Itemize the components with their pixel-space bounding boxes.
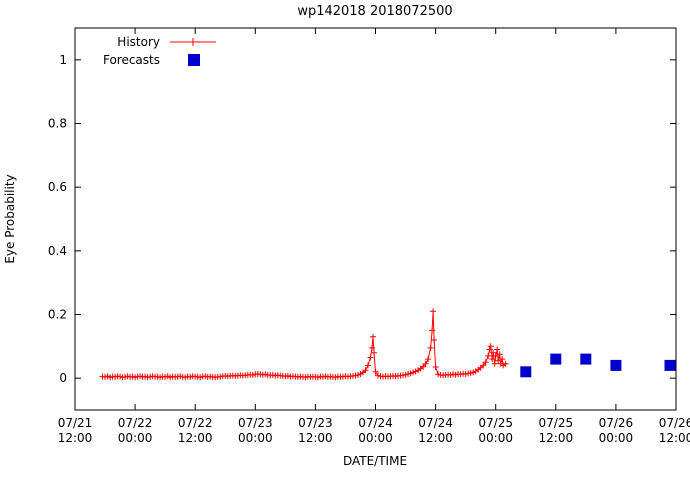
x-tick-label-time: 00:00 (358, 431, 393, 445)
y-tick-label: 0.4 (48, 244, 67, 258)
forecast-point (520, 366, 532, 378)
x-tick-label-time: 12:00 (659, 431, 690, 445)
legend-label-history: History (117, 35, 160, 49)
x-tick-label-date: 07/22 (178, 416, 213, 430)
x-tick-label-date: 07/22 (118, 416, 153, 430)
forecast-point (610, 359, 622, 371)
legend-label-forecasts: Forecasts (103, 53, 160, 67)
y-tick-label: 0.8 (48, 117, 67, 131)
legend: History Forecasts (103, 35, 216, 67)
x-tick-label-time: 12:00 (298, 431, 333, 445)
x-tick-label-time: 12:00 (418, 431, 453, 445)
x-tick-label-time: 12:00 (539, 431, 574, 445)
x-tick-label-date: 07/25 (539, 416, 574, 430)
y-tick-label: 1 (59, 53, 67, 67)
x-tick-label-time: 00:00 (238, 431, 273, 445)
y-tick-label: 0.6 (48, 180, 67, 194)
legend-sample-forecast-square-icon (188, 54, 200, 66)
history-line (102, 311, 506, 378)
y-tick-label: 0 (59, 371, 67, 385)
x-tick-label-time: 00:00 (599, 431, 634, 445)
x-tick-label-time: 00:00 (478, 431, 513, 445)
x-tick-label-date: 07/25 (478, 416, 513, 430)
plot-series (99, 308, 676, 381)
x-tick-label-date: 07/23 (238, 416, 273, 430)
x-tick-label-date: 07/24 (358, 416, 393, 430)
y-axis-label: Eye Probability (3, 174, 17, 263)
x-tick-label-date: 07/23 (298, 416, 333, 430)
x-tick-label-time: 12:00 (58, 431, 93, 445)
x-tick-label-date: 07/26 (659, 416, 690, 430)
forecast-point (580, 353, 592, 365)
x-tick-label-date: 07/21 (58, 416, 93, 430)
forecast-point (664, 359, 676, 371)
legend-sample-history-line-plus-icon (170, 38, 216, 46)
plot-axes: 07/2112:0007/2200:0007/2212:0007/2300:00… (48, 27, 690, 445)
chart-title: wp142018 2018072500 (297, 4, 452, 19)
x-tick-label-date: 07/26 (599, 416, 634, 430)
x-tick-label-time: 00:00 (118, 431, 153, 445)
x-axis-label: DATE/TIME (343, 454, 407, 468)
x-tick-label-time: 12:00 (178, 431, 213, 445)
x-tick-label-date: 07/24 (418, 416, 453, 430)
forecast-point (550, 353, 562, 365)
y-tick-label: 0.2 (48, 308, 67, 322)
history-plus-markers (99, 308, 509, 381)
